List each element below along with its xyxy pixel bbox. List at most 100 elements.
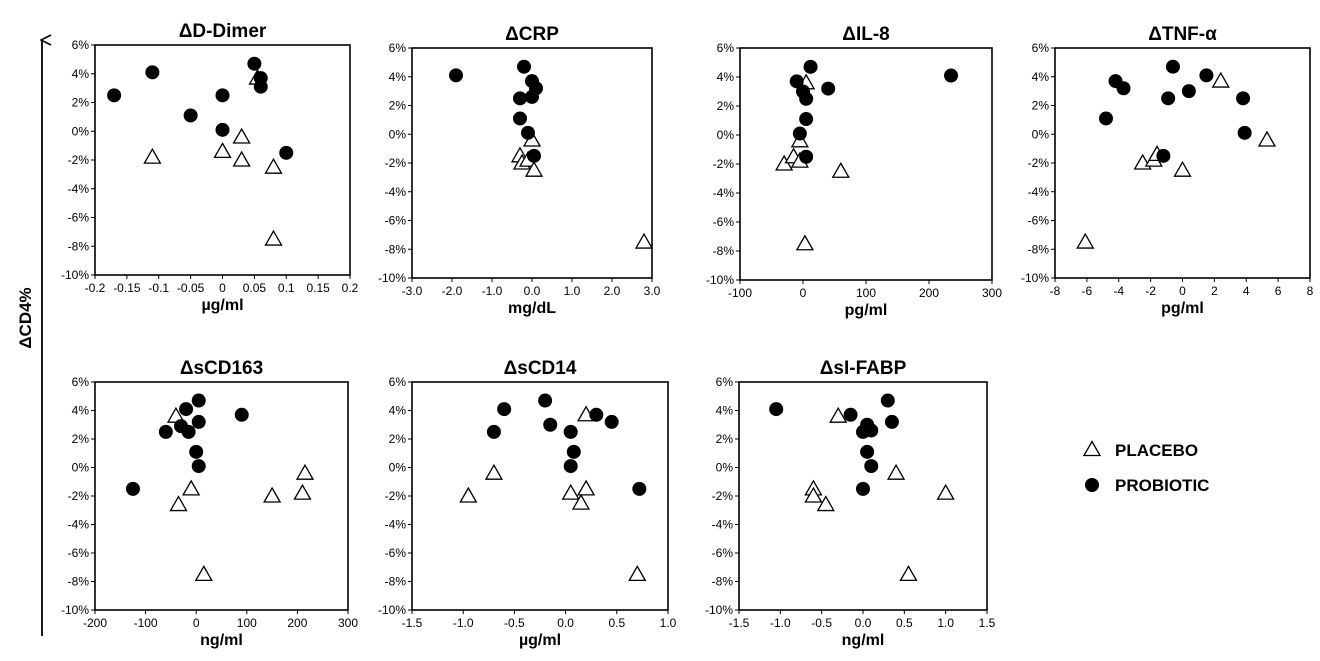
probiotic-point <box>189 444 204 459</box>
legend-probiotic-marker <box>1085 478 1099 492</box>
probiotic-point <box>1161 91 1176 106</box>
placebo-point <box>1076 232 1095 249</box>
probiotic-point <box>884 414 899 429</box>
x-tick-label: 0 <box>193 616 200 630</box>
y-tick-label: 0% <box>716 461 734 475</box>
x-tick-label: -100 <box>728 286 752 300</box>
legend: PLACEBO PROBIOTIC <box>1082 440 1209 495</box>
probiotic-point <box>1181 84 1196 99</box>
probiotic-point <box>486 424 501 439</box>
probiotic-point <box>944 68 959 83</box>
probiotic-point <box>234 407 249 422</box>
x-tick-label: 200 <box>287 616 307 630</box>
x-tick-label: -0.05 <box>177 281 205 295</box>
probiotic-point <box>191 414 206 429</box>
x-tick-label: 4 <box>1243 284 1250 298</box>
x-tick-label: 0.0 <box>557 616 574 630</box>
probiotic-point <box>789 74 804 89</box>
probiotic-point <box>563 459 578 474</box>
y-tick-label: 6% <box>72 38 90 52</box>
y-tick-label: 6% <box>716 375 734 389</box>
placebo-point <box>264 229 283 246</box>
y-tick-label: -6% <box>385 546 407 560</box>
y-tick-label: -2% <box>385 156 407 170</box>
placebo-point <box>576 479 596 496</box>
x-tick-label: 0.0 <box>855 616 872 630</box>
panel-title: ΔsCD163 <box>180 358 263 379</box>
placebo-point <box>1257 130 1277 147</box>
probiotic-point <box>145 65 160 80</box>
placebo-point <box>829 406 848 423</box>
probiotic-point <box>1099 111 1113 126</box>
probiotic-point <box>449 68 463 83</box>
panel-2: ΔCRP -10% -8% -6% -4% -2% 0% 2% 4% 6% -3.0 -2.0 -1.0… <box>378 24 661 317</box>
y-tick-label: 2% <box>389 99 407 113</box>
y-tick-label: 6% <box>717 41 735 55</box>
probiotic-point <box>107 88 122 103</box>
probiotic-point <box>179 402 194 417</box>
x-tick-label: -0.2 <box>85 281 106 295</box>
probiotic-point <box>1156 148 1171 163</box>
probiotic-point <box>632 481 647 496</box>
probiotic-point <box>253 79 268 94</box>
y-tick-label: -6% <box>68 211 90 225</box>
panel-5: ΔsCD163 -10% -8% -6% -4% -2% 0% 2% 4% 6% -200 -100 0… <box>61 358 358 649</box>
y-tick-label: -8% <box>385 242 407 256</box>
y-tick-label: 4% <box>717 70 735 84</box>
probiotic-point <box>856 481 870 496</box>
probiotic-point <box>1236 91 1251 106</box>
legend-placebo-marker <box>1082 440 1102 457</box>
x-tick-label: 300 <box>982 286 1002 300</box>
y-tick-label: 4% <box>1032 70 1050 84</box>
placebo-point <box>634 232 654 249</box>
y-tick-label: -10% <box>1021 271 1049 285</box>
y-tick-label: -2% <box>712 489 734 503</box>
y-tick-label: 2% <box>72 96 90 110</box>
panel-6: ΔsCD14 -10% -8% -6% -4% -2% 0% 2% 4% 6% -1.5 -1.0 -0… <box>378 358 677 649</box>
x-tick-label: -8 <box>1050 284 1061 298</box>
probiotic-point <box>215 122 230 137</box>
y-tick-label: -2% <box>713 157 735 171</box>
probiotic-point <box>799 149 814 164</box>
x-tick-label: 0.2 <box>342 281 359 295</box>
panel-title: ΔCRP <box>505 24 559 45</box>
x-tick-label: 3.0 <box>644 284 661 298</box>
legend-placebo-label: PLACEBO <box>1115 441 1198 460</box>
x-axis-label: µg/ml <box>201 297 243 314</box>
probiotic-point <box>880 393 895 408</box>
probiotic-point <box>497 402 512 417</box>
x-axis-label: pg/ml <box>1161 300 1204 317</box>
scatter-panels: ΔD-Dimer -10% -8% -6% -4% -2% 0% 2% 4% 6% -0.2 -0.1… <box>61 21 1314 649</box>
y-tick-label: -6% <box>713 215 735 229</box>
x-tick-label: -3.0 <box>402 284 423 298</box>
panel-7: ΔsI-FABP -10% -8% -6% -4% -2% 0% 2% 4% 6% -1.5 -1.0… <box>705 358 996 649</box>
y-tick-label: 6% <box>72 375 90 389</box>
probiotic-point <box>521 125 535 140</box>
panel-title: ΔsCD14 <box>504 358 577 379</box>
y-tick-label: -6% <box>1028 214 1050 228</box>
y-tick-label: 4% <box>716 404 734 418</box>
x-tick-label: 0 <box>1179 284 1186 298</box>
y-tick-label: 2% <box>716 432 734 446</box>
probiotic-point <box>125 481 140 496</box>
legend-probiotic-label: PROBIOTIC <box>1115 476 1209 495</box>
probiotic-point <box>191 459 206 474</box>
probiotic-point <box>543 417 558 432</box>
probiotic-point <box>769 402 784 417</box>
probiotic-point <box>247 56 262 71</box>
y-tick-label: -10% <box>61 603 89 617</box>
probiotic-point <box>183 108 198 123</box>
x-tick-label: 2.0 <box>604 284 621 298</box>
placebo-point <box>293 483 312 500</box>
probiotic-point <box>843 407 858 422</box>
y-tick-label: -10% <box>378 603 406 617</box>
y-tick-label: 4% <box>389 404 407 418</box>
x-tick-label: -2.0 <box>442 284 463 298</box>
x-tick-label: 0 <box>219 281 226 295</box>
y-tick-label: -6% <box>712 546 734 560</box>
y-tick-label: 2% <box>389 432 407 446</box>
y-tick-label: 2% <box>72 432 90 446</box>
placebo-point <box>524 160 544 177</box>
probiotic-point <box>513 111 527 126</box>
x-tick-label: -0.15 <box>113 281 141 295</box>
